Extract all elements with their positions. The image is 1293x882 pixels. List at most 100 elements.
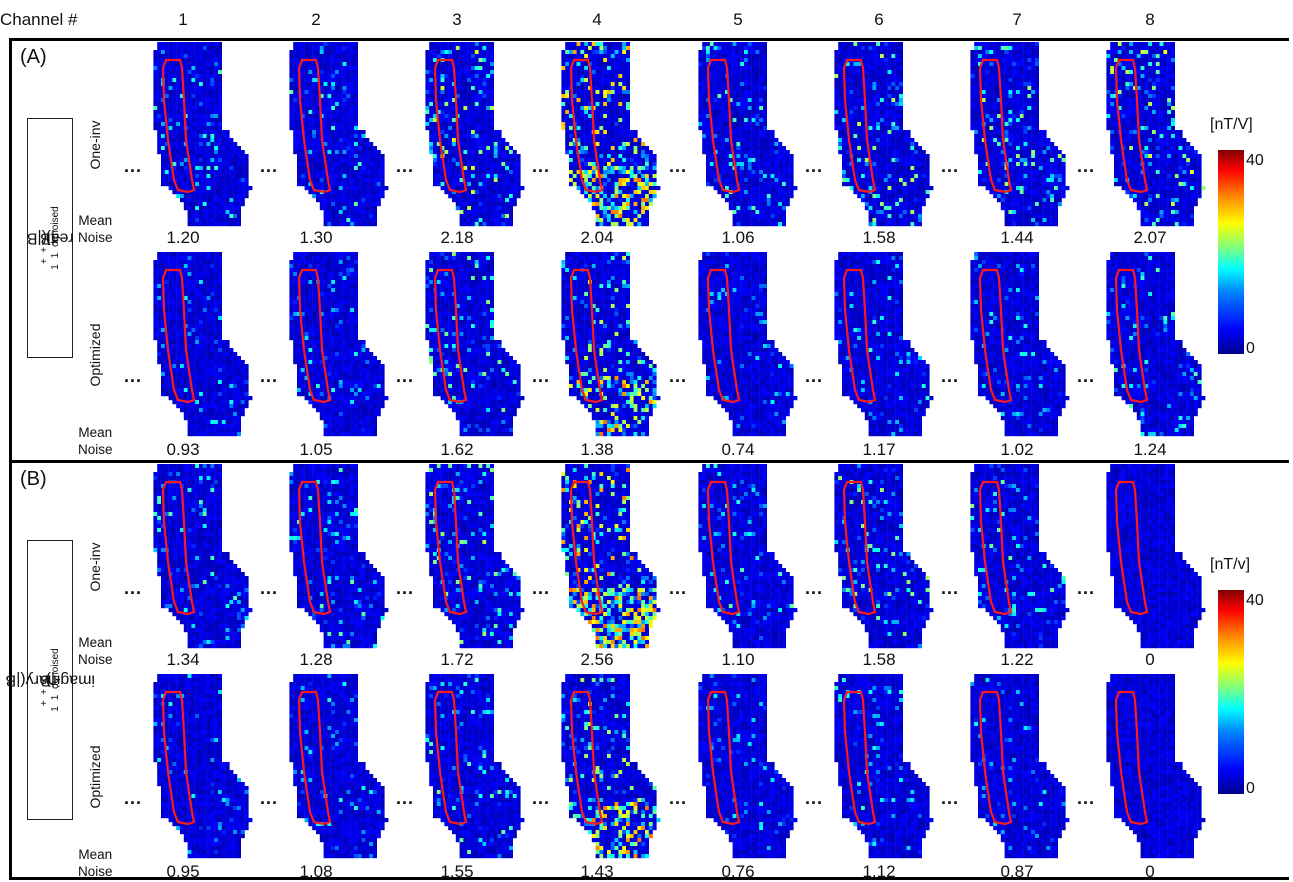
map-pixel (861, 142, 865, 146)
map-pixel (369, 186, 373, 190)
map-pixel (710, 46, 714, 50)
map-pixel (346, 98, 350, 102)
map-pixel (618, 174, 622, 178)
map-pixel (335, 178, 339, 182)
map-pixel (210, 202, 214, 206)
map-pixel (327, 194, 331, 198)
map-pixel (373, 182, 377, 186)
map-pixel (207, 194, 211, 198)
map-pixel (460, 206, 464, 210)
map-pixel (736, 70, 740, 74)
map-pixel (603, 182, 607, 186)
map-pixel (637, 178, 641, 182)
map-pixel (233, 218, 237, 222)
map-pixel (169, 98, 173, 102)
map-pixel (207, 102, 211, 106)
map-pixel (869, 70, 873, 74)
map-pixel (592, 46, 596, 50)
map-pixel (596, 210, 600, 214)
map-pixel (561, 126, 565, 130)
map-pixel (365, 202, 369, 206)
map-pixel (327, 42, 331, 46)
map-pixel (725, 138, 729, 142)
map-pixel (880, 46, 884, 50)
map-pixel (778, 158, 782, 162)
map-pixel (888, 90, 892, 94)
map-pixel (580, 110, 584, 114)
map-pixel (876, 102, 880, 106)
map-pixel (180, 46, 184, 50)
map-pixel (486, 202, 490, 206)
map-pixel (482, 194, 486, 198)
map-pixel (752, 162, 756, 166)
map-pixel (241, 158, 245, 162)
map-pixel (895, 94, 899, 98)
map-pixel (229, 218, 233, 222)
map-pixel (346, 118, 350, 122)
map-pixel (339, 90, 343, 94)
map-pixel (865, 50, 869, 54)
map-pixel (327, 62, 331, 66)
map-pixel (153, 70, 157, 74)
map-pixel (607, 186, 611, 190)
map-pixel (245, 166, 249, 170)
map-pixel (565, 118, 569, 122)
map-pixel (884, 98, 888, 102)
map-pixel (857, 122, 861, 126)
map-pixel (622, 154, 626, 158)
map-pixel (580, 154, 584, 158)
map-pixel (603, 106, 607, 110)
map-pixel (618, 194, 622, 198)
map-pixel (641, 162, 645, 166)
map-pixel (429, 130, 433, 134)
map-pixel (599, 86, 603, 90)
map-pixel (759, 98, 763, 102)
map-pixel (176, 130, 180, 134)
map-pixel (592, 178, 596, 182)
map-pixel (207, 170, 211, 174)
map-pixel (312, 90, 316, 94)
map-pixel (180, 146, 184, 150)
map-pixel (725, 158, 729, 162)
map-pixel (630, 130, 634, 134)
map-pixel (441, 90, 445, 94)
map-pixel (343, 86, 347, 90)
map-pixel (327, 142, 331, 146)
map-pixel (195, 82, 199, 86)
map-pixel (316, 198, 320, 202)
map-pixel (740, 222, 744, 226)
map-pixel (157, 42, 161, 46)
map-pixel (241, 154, 245, 158)
map-pixel (645, 210, 649, 214)
map-pixel (721, 46, 725, 50)
map-pixel (509, 178, 513, 182)
map-pixel (305, 106, 309, 110)
map-pixel (226, 178, 230, 182)
map-pixel (714, 126, 718, 130)
map-pixel (748, 142, 752, 146)
map-pixel (316, 174, 320, 178)
map-pixel (611, 150, 615, 154)
map-pixel (622, 198, 626, 202)
map-pixel (702, 86, 706, 90)
map-pixel (891, 42, 895, 46)
map-pixel (226, 186, 230, 190)
map-pixel (592, 170, 596, 174)
map-pixel (354, 210, 358, 214)
map-pixel (463, 162, 467, 166)
map-pixel (634, 130, 638, 134)
map-pixel (172, 82, 176, 86)
map-pixel (611, 94, 615, 98)
map-pixel (161, 162, 165, 166)
map-pixel (316, 50, 320, 54)
map-pixel (759, 94, 763, 98)
map-pixel (498, 174, 502, 178)
map-pixel (429, 122, 433, 126)
map-pixel (838, 106, 842, 110)
map-pixel (346, 74, 350, 78)
map-pixel (482, 214, 486, 218)
map-pixel (767, 158, 771, 162)
map-pixel (350, 218, 354, 222)
map-pixel (350, 182, 354, 186)
